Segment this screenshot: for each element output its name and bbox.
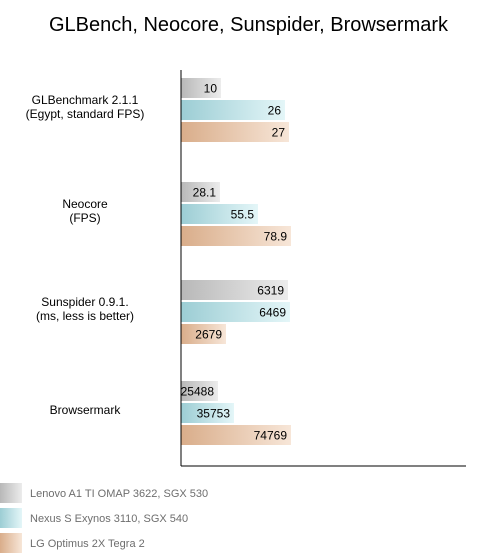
category-label: Neocore — [62, 197, 108, 211]
data-label: 6469 — [259, 306, 286, 320]
category-label: GLBenchmark 2.1.1 — [32, 93, 139, 107]
bar-1-1 — [181, 78, 221, 98]
bar-2-4 — [181, 403, 234, 423]
data-label: 26 — [268, 104, 282, 118]
data-label: 74769 — [254, 429, 288, 443]
chart-title: GLBench, Neocore, Sunspider, Browsermark — [48, 14, 449, 36]
bar-3-2 — [181, 226, 291, 246]
category-label: (ms, less is better) — [36, 309, 134, 323]
category-label: (FPS) — [69, 211, 100, 225]
data-label: 27 — [272, 126, 286, 140]
legend-label: Nexus S Exynos 3110, SGX 540 — [30, 513, 188, 525]
bar-1-2 — [181, 182, 220, 202]
legend-label: Lenovo A1 TI OMAP 3622, SGX 530 — [30, 488, 208, 500]
bar-3-4 — [181, 425, 291, 445]
data-label: 78.9 — [264, 230, 288, 244]
bar-3-3 — [181, 324, 226, 344]
bar-2-2 — [181, 204, 258, 224]
axes-group — [180, 70, 466, 467]
bar-3-1 — [181, 122, 289, 142]
data-label: 25488 — [181, 385, 215, 399]
category-label: Sunspider 0.9.1. — [41, 295, 128, 309]
category-label: Browsermark — [50, 403, 122, 417]
data-label: 6319 — [257, 284, 284, 298]
bar-2-1 — [181, 100, 285, 120]
data-label: 55.5 — [231, 208, 255, 222]
legend-label: LG Optimus 2X Tegra 2 — [30, 538, 145, 550]
bars-group: 10 26 27 28.1 55.5 78.9 6319 6469 2679 25488 35753… — [181, 78, 291, 445]
legend-swatch — [0, 508, 22, 528]
legend-swatch — [0, 483, 22, 503]
data-label: 2679 — [195, 328, 222, 342]
bar-1-3 — [181, 280, 288, 300]
bar-2-3 — [181, 302, 290, 322]
category-label: (Egypt, standard FPS) — [26, 107, 145, 121]
data-label: 28.1 — [193, 186, 217, 200]
legend: Lenovo A1 TI OMAP 3622, SGX 530 Nexus S E… — [0, 483, 208, 553]
data-label: 35753 — [197, 407, 231, 421]
data-label: 10 — [204, 82, 218, 96]
category-labels: GLBenchmark 2.1.1(Egypt, standard FPS) Ne… — [26, 93, 145, 417]
legend-swatch — [0, 533, 22, 553]
bar-1-4 — [181, 381, 218, 401]
